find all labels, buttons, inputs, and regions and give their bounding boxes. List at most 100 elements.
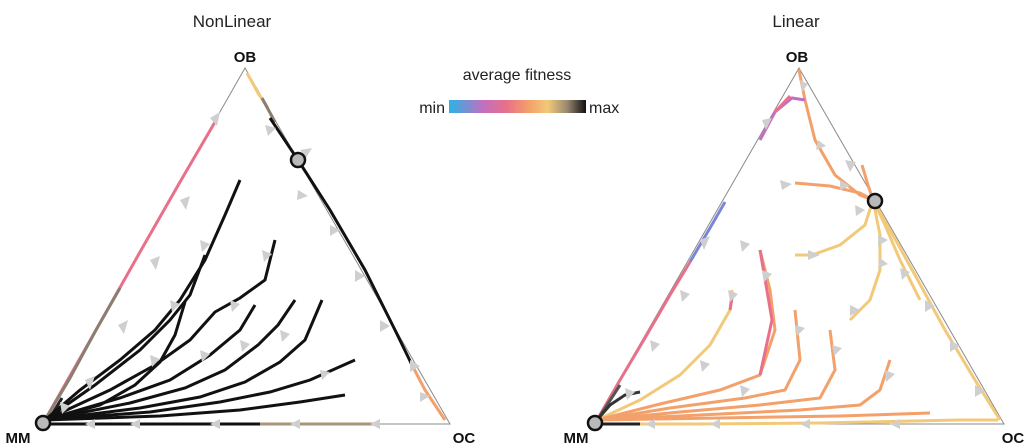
arrow-marker <box>795 325 805 336</box>
arrow-marker <box>265 125 276 136</box>
trajectory <box>596 309 802 422</box>
arrow-marker <box>650 340 660 352</box>
trajectory <box>795 199 875 257</box>
simplex-nonlinear: OB MM OC <box>6 49 476 447</box>
arrow-marker <box>210 112 220 126</box>
arrow-marker <box>925 300 935 312</box>
arrow-marker <box>890 419 900 429</box>
arrow-marker <box>130 419 140 429</box>
trajectory <box>44 393 346 422</box>
arrow-marker <box>762 118 772 130</box>
trajectory <box>596 359 892 422</box>
arrow-marker <box>700 360 710 372</box>
arrow-marker <box>700 236 710 250</box>
trajectory <box>596 329 837 422</box>
arrow-marker <box>230 300 240 312</box>
arrow-marker <box>740 240 750 252</box>
arrow-marker <box>320 370 330 380</box>
arrow-marker <box>85 376 95 390</box>
arrow-marker <box>878 235 888 246</box>
trajectory <box>44 254 207 422</box>
arrow-marker <box>680 290 690 302</box>
trajectory <box>44 358 356 422</box>
arrow-marker <box>150 355 160 367</box>
arrow-marker <box>832 345 842 356</box>
arrow-marker <box>330 225 340 236</box>
fixed-point-marker <box>586 414 604 432</box>
arrow-marker <box>816 140 826 150</box>
arrow-marker <box>410 360 420 372</box>
arrow-marker <box>728 290 738 302</box>
trajectory <box>44 299 324 422</box>
legend-colorbar <box>449 100 586 113</box>
arrow-marker <box>150 256 160 270</box>
fixed-point-marker <box>289 151 307 169</box>
trajectory <box>44 299 297 422</box>
simplex-linear: OB MM OC <box>564 49 1025 447</box>
trajectory <box>688 201 727 263</box>
vertex-label-left: MM <box>6 430 31 447</box>
arrow-marker <box>800 80 808 92</box>
vertex-label-top: OB <box>234 49 257 66</box>
fixed-point-marker <box>866 192 884 210</box>
panel-title-linear: Linear <box>772 12 820 31</box>
arrow-marker <box>200 350 210 362</box>
direction-arrows <box>60 112 430 429</box>
arrow-marker <box>855 205 865 216</box>
arrow-marker <box>800 419 810 429</box>
arrow-marker <box>850 305 860 316</box>
arrow-marker <box>808 250 820 260</box>
arrow-marker <box>878 258 888 268</box>
simplex-edges <box>593 66 1005 425</box>
arrow-marker <box>780 180 792 190</box>
vertex-label-left: MM <box>564 430 589 447</box>
trajectory <box>43 287 122 421</box>
arrow-marker <box>420 392 430 402</box>
trajectory <box>596 411 931 422</box>
trajectory <box>260 97 277 123</box>
trajectory <box>44 239 277 422</box>
arrow-marker <box>85 419 95 429</box>
arrow-marker <box>297 190 308 200</box>
trajectory <box>44 301 187 422</box>
arrow-marker <box>845 160 856 172</box>
trajectory <box>871 199 922 301</box>
arrow-marker <box>710 419 720 429</box>
arrow-marker <box>240 340 250 352</box>
arrow-marker <box>625 388 635 400</box>
simplex-edges <box>41 66 451 425</box>
arrow-marker <box>950 340 960 352</box>
vertex-label-right: OC <box>1002 430 1025 447</box>
trajectory <box>597 418 998 426</box>
arrow-marker <box>355 270 365 282</box>
trajectory <box>44 179 242 422</box>
trajectory <box>410 364 447 421</box>
legend-min-label: min <box>419 100 445 117</box>
arrow-marker <box>840 180 850 190</box>
arrow-marker <box>370 419 380 429</box>
trajectory <box>794 181 874 202</box>
arrow-marker <box>60 402 70 414</box>
legend-title: average fitness <box>463 67 572 84</box>
fixed-point-marker <box>34 414 52 432</box>
arrow-marker <box>975 385 985 397</box>
arrow-marker <box>262 250 272 262</box>
arrow-marker <box>170 300 180 312</box>
vertex-label-top: OB <box>786 49 809 66</box>
arrow-marker <box>290 419 300 429</box>
direction-arrows <box>625 80 985 429</box>
arrow-marker <box>740 385 750 397</box>
arrow-marker <box>885 370 895 382</box>
arrow-marker <box>900 268 910 280</box>
trajectory <box>848 199 882 322</box>
panel-title-nonlinear: NonLinear <box>193 12 272 31</box>
vertex-label-right: OC <box>453 430 476 447</box>
arrow-marker <box>118 320 128 334</box>
trajectory <box>595 261 692 421</box>
arrow-marker <box>280 330 290 342</box>
arrow-marker <box>200 240 210 252</box>
arrow-marker <box>210 419 220 429</box>
trajectory <box>268 117 414 366</box>
